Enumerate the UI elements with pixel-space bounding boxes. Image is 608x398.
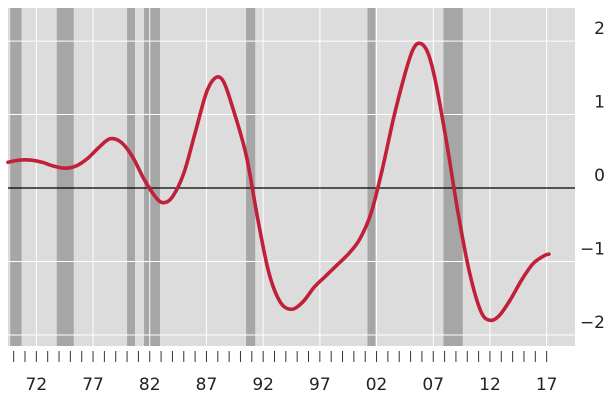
x-tick-label: 02 bbox=[366, 375, 388, 395]
recession-band-6 bbox=[367, 8, 376, 346]
series-line bbox=[6, 41, 551, 323]
recession-band-4 bbox=[144, 8, 160, 346]
x-tick-label: 82 bbox=[139, 375, 161, 395]
x-tick-label: 87 bbox=[196, 375, 218, 395]
recession-band-2 bbox=[56, 8, 74, 346]
x-tick-label: 12 bbox=[479, 375, 501, 395]
y-axis-labels: −2 −1 0 1 2 bbox=[580, 19, 605, 333]
y-tick-label: 1 bbox=[594, 93, 605, 113]
recession-band-1 bbox=[10, 8, 22, 346]
y-tick-label: −2 bbox=[580, 313, 605, 333]
x-tick-label: 77 bbox=[82, 375, 104, 395]
recession-band-3 bbox=[127, 8, 136, 346]
y-tick-label: −1 bbox=[580, 240, 605, 260]
x-tick-label: 72 bbox=[26, 375, 48, 395]
y-tick-label: 0 bbox=[594, 166, 605, 186]
x-tick-label: 97 bbox=[309, 375, 331, 395]
x-tick-label: 07 bbox=[422, 375, 444, 395]
y-tick-label: 2 bbox=[594, 19, 605, 39]
x-axis bbox=[13, 351, 548, 362]
plot-background bbox=[8, 8, 575, 346]
horizontal-gridlines bbox=[8, 40, 575, 336]
x-axis-labels: 72 77 82 87 92 97 02 07 12 17 bbox=[26, 375, 558, 395]
x-tick-label: 92 bbox=[252, 375, 274, 395]
x-tick-label: 17 bbox=[536, 375, 558, 395]
